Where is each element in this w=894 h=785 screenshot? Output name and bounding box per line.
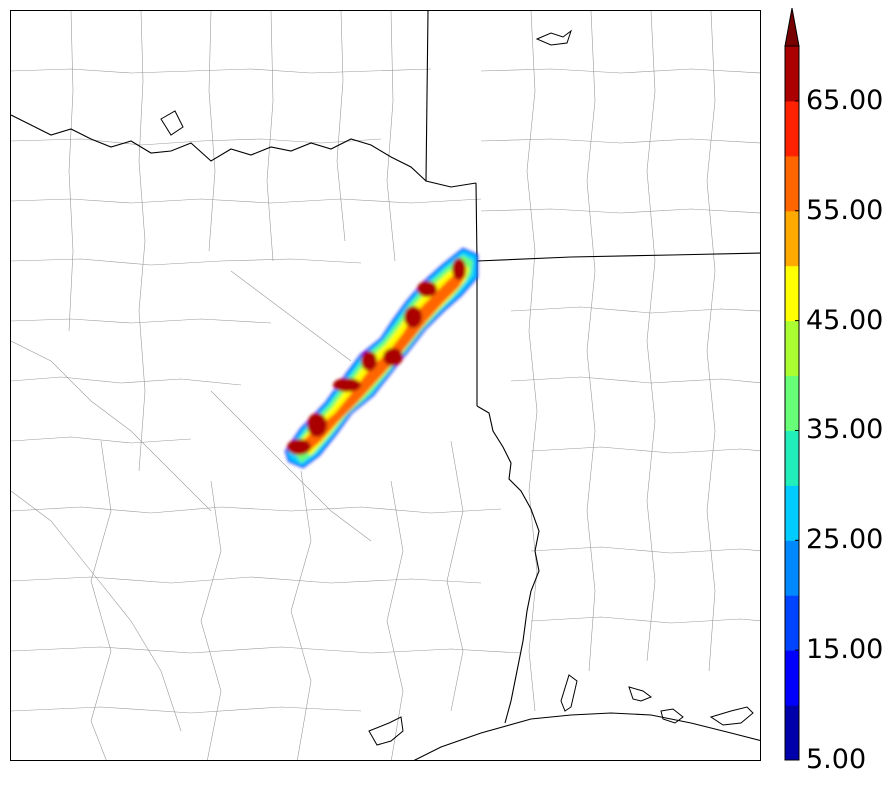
colorbar-border bbox=[784, 45, 800, 761]
colorbar-segment bbox=[785, 155, 799, 212]
colorbar-segment bbox=[785, 705, 799, 761]
storm-swath bbox=[284, 247, 478, 469]
core-2 bbox=[307, 413, 327, 437]
colorbar bbox=[784, 8, 800, 761]
colorbar-segment bbox=[785, 46, 799, 102]
colorbar-segment bbox=[785, 320, 799, 377]
colorbar-tick-label: 65.00 bbox=[806, 84, 884, 116]
colorbar-tick-label: 25.00 bbox=[806, 524, 884, 556]
core-4 bbox=[361, 351, 377, 371]
county-boundaries bbox=[11, 11, 760, 760]
core-1 bbox=[287, 439, 311, 455]
colorbar-tick-label: 35.00 bbox=[806, 414, 884, 446]
colorbar-tick-label: 55.00 bbox=[806, 194, 884, 226]
colorbar-segment bbox=[785, 485, 799, 541]
colorbar-segment bbox=[785, 650, 799, 706]
colorbar-segment bbox=[785, 540, 799, 596]
colorbar-extend-arrow bbox=[784, 8, 800, 47]
swath-orange bbox=[299, 267, 466, 453]
core-7 bbox=[417, 281, 437, 297]
core-6 bbox=[404, 306, 422, 328]
water-features bbox=[160, 29, 754, 746]
colorbar-tick-label: 5.00 bbox=[806, 744, 867, 775]
core-5 bbox=[383, 348, 403, 366]
colorbar-segment bbox=[785, 430, 799, 486]
colorbar-segment bbox=[785, 210, 799, 267]
colorbar-segment bbox=[785, 265, 799, 322]
storm-cores bbox=[287, 258, 466, 455]
core-3 bbox=[333, 378, 361, 392]
core-8 bbox=[452, 258, 466, 280]
colorbar-tick-label: 15.00 bbox=[806, 634, 884, 666]
colorbar-segment bbox=[785, 595, 799, 651]
colorbar-tick-label: 45.00 bbox=[806, 304, 884, 336]
map-svg bbox=[11, 11, 760, 760]
colorbar-segment bbox=[785, 100, 799, 157]
colorbar-segment bbox=[785, 375, 799, 431]
map-panel bbox=[10, 10, 761, 761]
